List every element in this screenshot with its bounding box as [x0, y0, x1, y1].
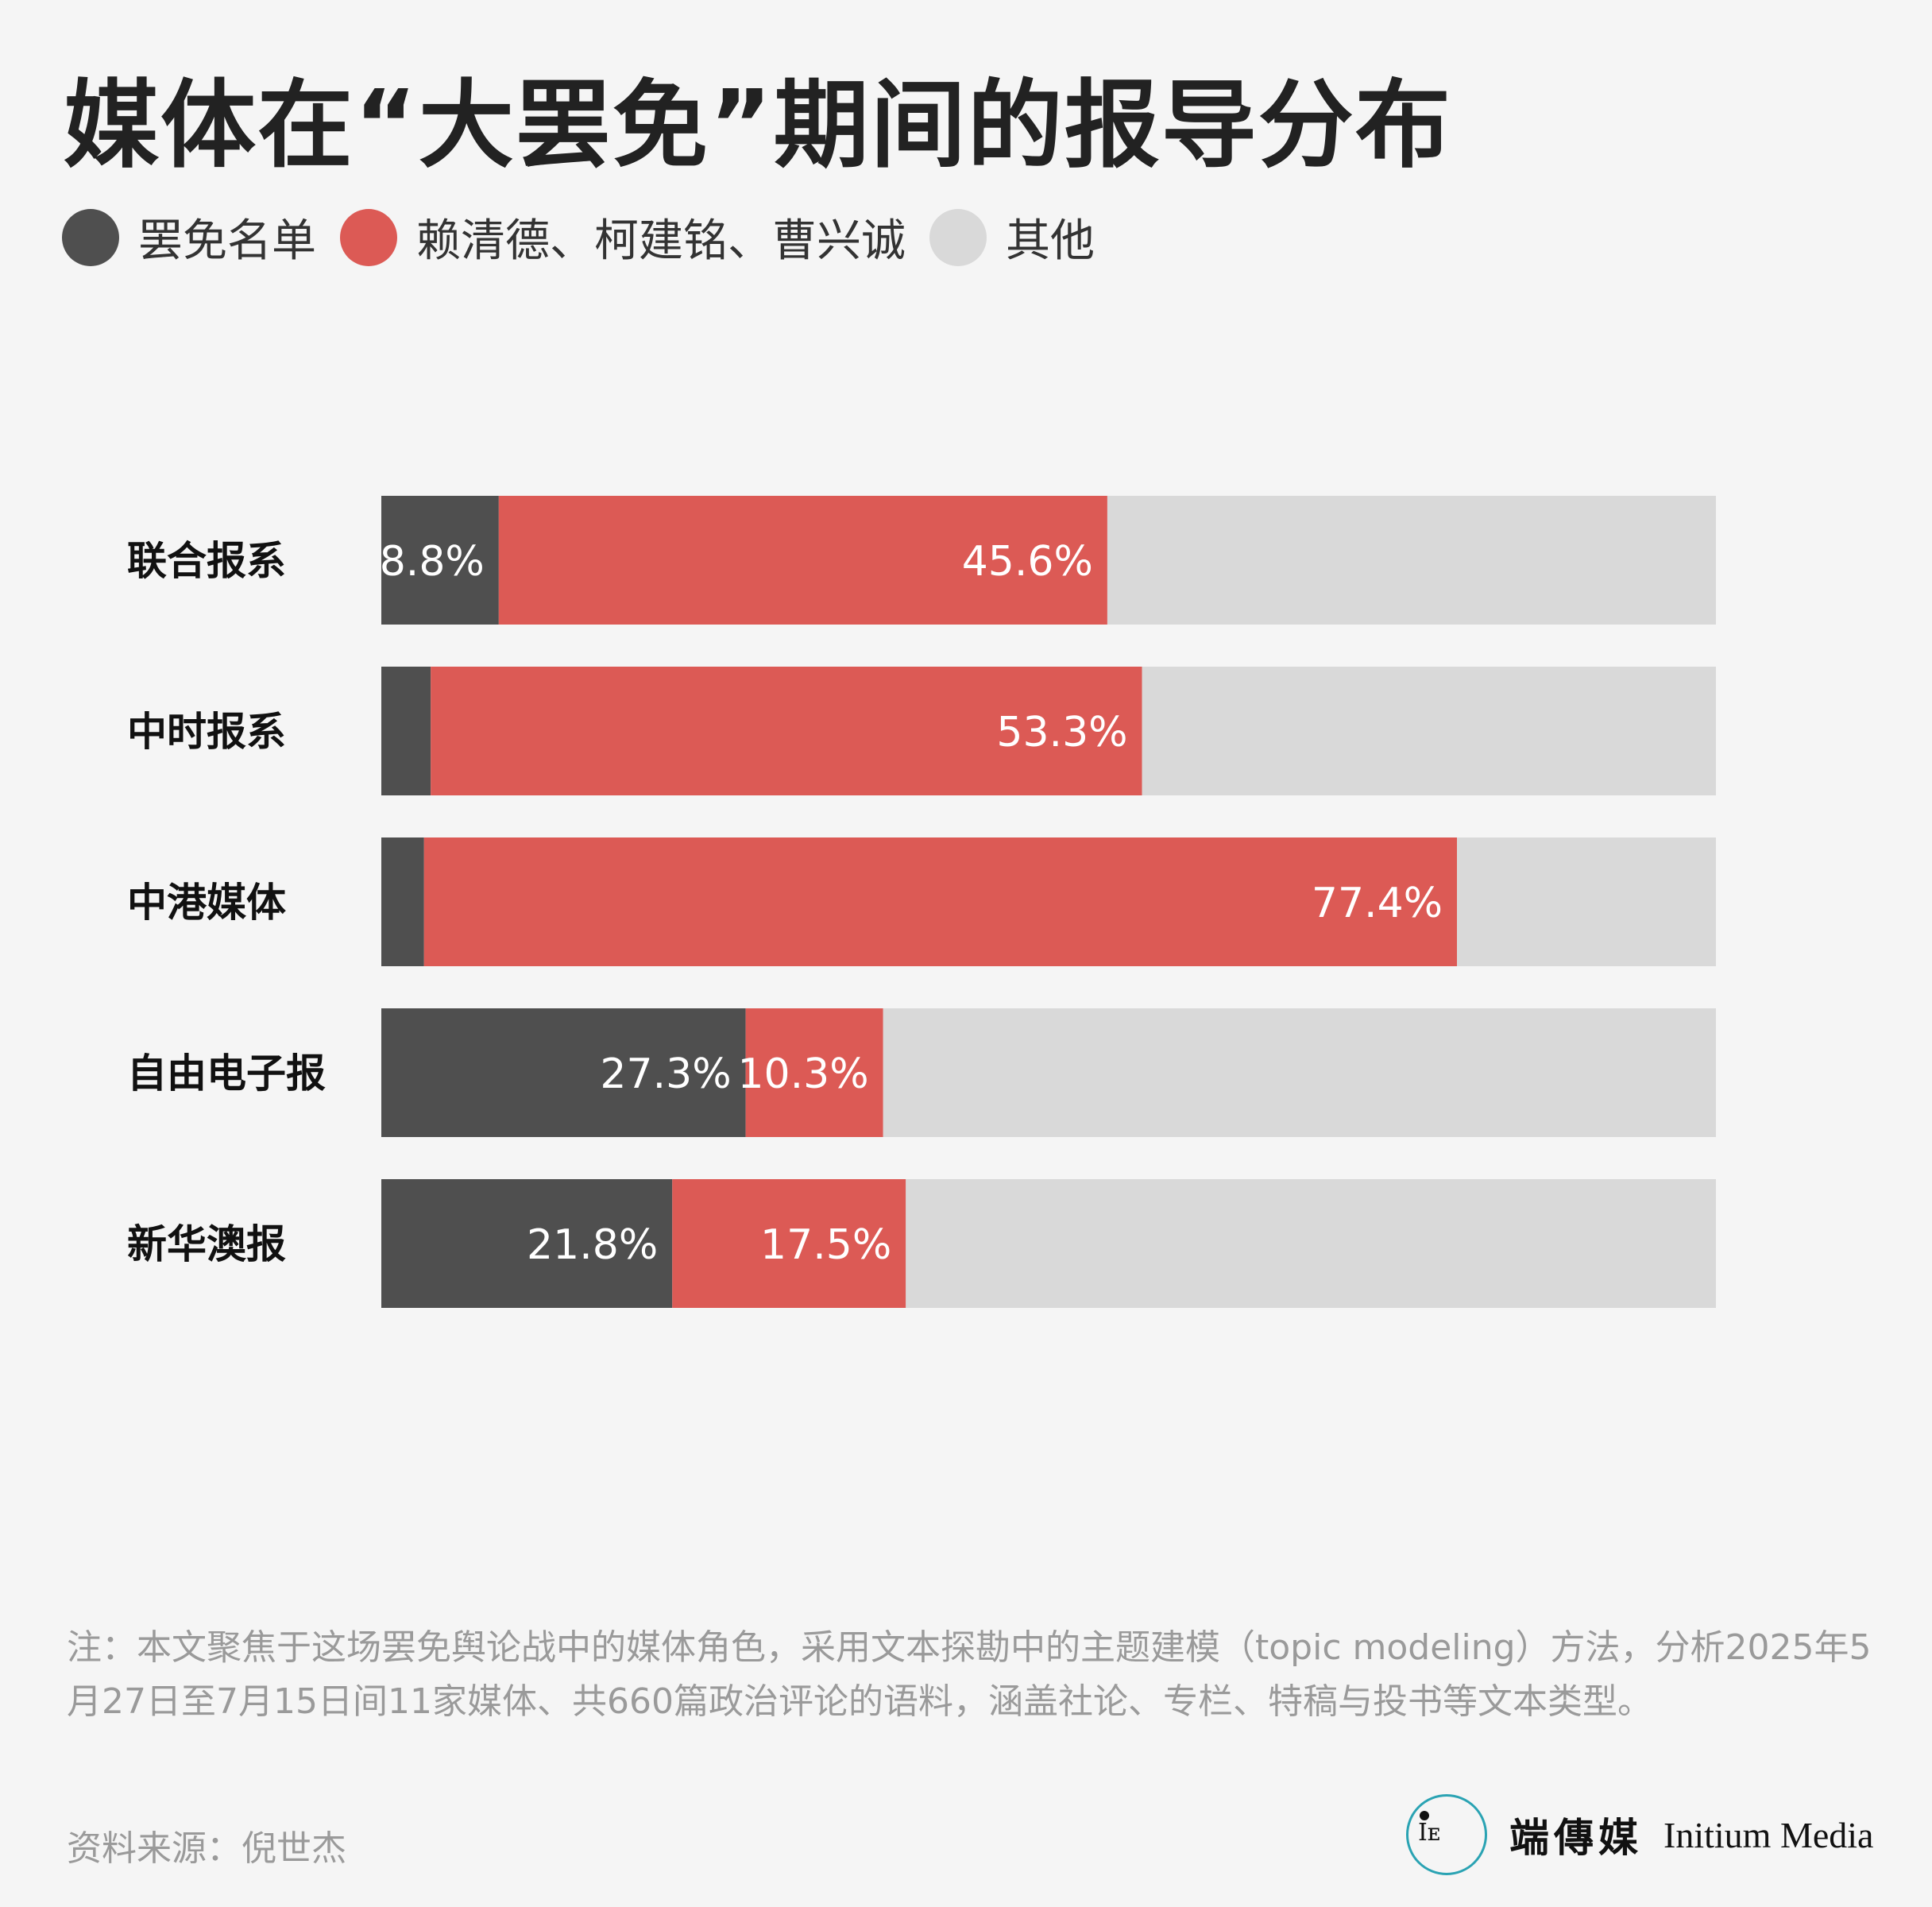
legend-item-figures: 赖清德、柯建铭、曹兴诚 — [340, 205, 906, 269]
legend-item-recall-list: 罢免名单 — [62, 205, 316, 269]
bar-segment — [381, 837, 424, 966]
legend-swatch-figures — [340, 208, 397, 266]
legend: 罢免名单 赖清德、柯建铭、曹兴诚 其他 — [62, 205, 1119, 269]
bar-segment — [423, 837, 1458, 966]
bar-segment — [745, 1008, 883, 1137]
bar-segment — [381, 1179, 673, 1308]
brand-name-english: Initium Media — [1663, 1814, 1874, 1855]
data-label: 21.8% — [527, 1221, 658, 1269]
category-label: 新华澳报 — [127, 1221, 286, 1267]
data-label: 27.3% — [600, 1050, 731, 1098]
data-label: 45.6% — [962, 538, 1093, 586]
legend-label-recall-list: 罢免名单 — [138, 215, 316, 267]
logo-mark-text: Iᴇ — [1418, 1819, 1441, 1847]
legend-label-other: 其他 — [1006, 215, 1095, 267]
footnote: 注：本文聚焦于这场罢免舆论战中的媒体角色，采用文本探勘中的主题建模（topic … — [67, 1627, 1872, 1722]
chart-title: 媒体在“大罢免”期间的报导分布 — [64, 71, 1452, 181]
brand-logo: Iᴇ 端傳媒 Initium Media — [1406, 1794, 1873, 1875]
legend-item-other: 其他 — [929, 205, 1095, 269]
bar-segment — [906, 1179, 1716, 1308]
bar-segment — [381, 1008, 746, 1137]
bar-segment — [672, 1179, 906, 1308]
category-label: 中时报系 — [127, 709, 286, 755]
bar-segment — [381, 496, 499, 625]
data-label: 8.8% — [380, 538, 485, 586]
bar-segment — [1107, 496, 1716, 625]
legend-swatch-other — [929, 208, 987, 266]
data-label: 77.4% — [1312, 880, 1443, 927]
brand-name-chinese: 端傳媒 — [1509, 1814, 1643, 1861]
bar-segment — [1142, 667, 1716, 795]
bar-segment — [883, 1008, 1716, 1137]
source-credit: 资料来源：倪世杰 — [67, 1828, 346, 1869]
data-label: 53.3% — [996, 709, 1127, 756]
legend-label-figures: 赖清德、柯建铭、曹兴诚 — [416, 215, 906, 267]
bar-segment — [1457, 837, 1716, 966]
category-label: 自由电子报 — [127, 1050, 326, 1097]
bar-segment — [381, 667, 431, 795]
legend-swatch-recall-list — [62, 208, 119, 266]
category-label: 联合报系 — [127, 538, 286, 584]
data-label: 10.3% — [737, 1050, 868, 1098]
data-label: 17.5% — [760, 1221, 891, 1269]
bar-segment — [431, 667, 1142, 795]
stacked-bar-chart: 联合报系 8.8% 45.6% 中时报系 53.3% 中港媒体 77.4% 自由电子报 27.3… — [127, 496, 1716, 1308]
initium-logo-icon: Iᴇ — [1406, 1794, 1487, 1875]
bar-segment — [498, 496, 1107, 625]
category-label: 中港媒体 — [127, 880, 286, 926]
